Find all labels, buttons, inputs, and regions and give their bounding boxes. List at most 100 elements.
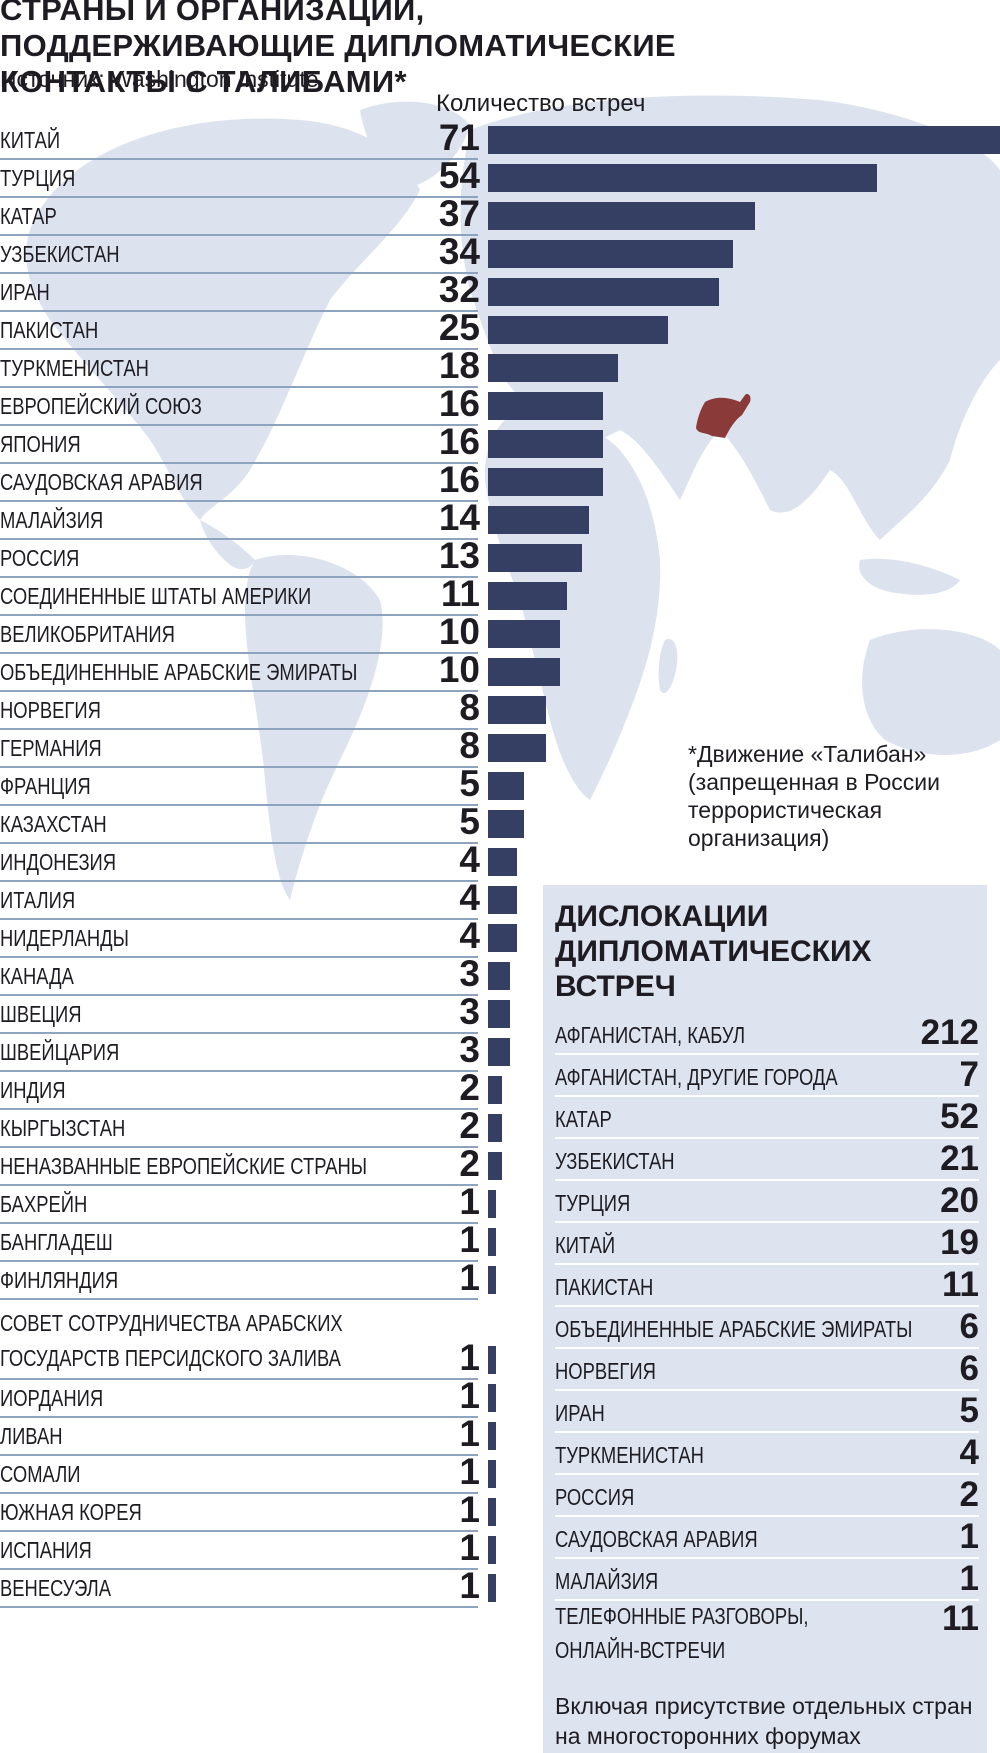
bar (488, 658, 561, 686)
bar (488, 1038, 510, 1066)
bar-value-label: 25 (438, 307, 480, 348)
locations-title: ДИСЛОКАЦИИ ДИПЛОМАТИЧЕСКИХ ВСТРЕЧ (555, 900, 872, 1003)
bar-row: КИТАЙ 71 (0, 118, 480, 160)
locations-panel: ДИСЛОКАЦИИ ДИПЛОМАТИЧЕСКИХ ВСТРЕЧ Включа… (543, 885, 987, 1753)
bar-row: КАЗАХСТАН 5 (0, 802, 480, 844)
bar-category-label: ТУРКМЕНИСТАН (0, 355, 149, 381)
row-separator (0, 614, 478, 616)
bar-category-label: ФРАНЦИЯ (0, 773, 91, 799)
locations-note: Включая присутствие отдельных стран на м… (555, 1693, 973, 1749)
bar-row: ВЕЛИКОБРИТАНИЯ 10 (0, 612, 480, 654)
row-separator (0, 234, 478, 236)
location-value: 19 (940, 1223, 979, 1262)
bar (488, 240, 734, 268)
bar-row: ШВЕЦИЯ 3 (0, 992, 480, 1034)
bar-value-label: 11 (440, 573, 480, 614)
bar (488, 1574, 496, 1602)
bar-category-label: ШВЕЙЦАРИЯ (0, 1039, 120, 1065)
bar-row: ОБЪЕДИНЕННЫЕ АРАБСКИЕ ЭМИРАТЫ 10 (0, 650, 480, 692)
bar (488, 468, 604, 496)
location-label: АФГАНИСТАН, КАБУЛ (555, 1022, 746, 1048)
bar-row: ИРАН 32 (0, 270, 480, 312)
bar-value-label: 14 (438, 497, 480, 538)
bar (488, 1190, 496, 1218)
location-label: ТУРКМЕНИСТАН (555, 1442, 704, 1468)
bar-value-label: 32 (438, 269, 480, 310)
bar-row: ВЕНЕСУЭЛА 1 (0, 1566, 480, 1608)
bar-category-label: САУДОВСКАЯ АРАВИЯ (0, 469, 203, 495)
bar-category-label: КИТАЙ (0, 127, 61, 153)
bar (488, 392, 604, 420)
bar-category-label: ТУРЦИЯ (0, 165, 76, 191)
row-separator (0, 1146, 478, 1148)
bar-category-label: НОРВЕГИЯ (0, 697, 101, 723)
row-separator (0, 1070, 478, 1072)
location-row: ПАКИСТАН 11 (555, 1265, 979, 1307)
bar (488, 544, 582, 572)
bar-row: ПАКИСТАН 25 (0, 308, 480, 350)
bar-value-label: 16 (438, 459, 480, 500)
location-separator (555, 1347, 979, 1349)
bar (488, 696, 546, 724)
location-label: ТЕЛЕФОННЫЕ РАЗГОВОРЫ, ОНЛАЙН-ВСТРЕЧИ (555, 1603, 809, 1663)
bar-category-label: ИРАН (0, 279, 50, 305)
location-value: 5 (959, 1391, 979, 1430)
afghanistan-highlight (696, 393, 751, 438)
bar-value-label: 1 (459, 1451, 480, 1492)
bar-value-label: 8 (459, 687, 480, 728)
row-separator (0, 1378, 478, 1380)
location-separator (555, 1431, 979, 1433)
location-row: АФГАНИСТАН, КАБУЛ 212 (555, 1013, 979, 1055)
row-separator (0, 1108, 478, 1110)
bar-category-label: НИДЕРЛАНДЫ (0, 925, 129, 951)
row-separator (0, 804, 478, 806)
bar-row: СОВЕТ СОТРУДНИЧЕСТВА АРАБСКИХ ГОСУДАРСТВ… (0, 1300, 480, 1380)
location-value: 11 (942, 1265, 979, 1304)
bar-row: ШВЕЙЦАРИЯ 3 (0, 1030, 480, 1072)
bar-category-label: ИНДОНЕЗИЯ (0, 849, 117, 875)
bar-value-label: 1 (459, 1413, 480, 1454)
row-separator (0, 728, 478, 730)
bar-category-label: ИНДИЯ (0, 1077, 66, 1103)
bar (488, 848, 517, 876)
location-separator (555, 1179, 979, 1181)
chart-title: СТРАНЫ И ОРГАНИЗАЦИИ, ПОДДЕРЖИВАЮЩИЕ ДИП… (0, 0, 676, 99)
bar-category-label: ШВЕЦИЯ (0, 1001, 82, 1027)
location-separator (555, 1389, 979, 1391)
row-separator (0, 766, 478, 768)
location-value: 6 (959, 1349, 979, 1388)
location-separator (555, 1137, 979, 1139)
bar-category-label: ФИНЛЯНДИЯ (0, 1267, 119, 1293)
bar-value-label: 10 (438, 611, 480, 652)
bar (488, 278, 719, 306)
bar (488, 962, 510, 990)
location-row: ОБЪЕДИНЕННЫЕ АРАБСКИЕ ЭМИРАТЫ 6 (555, 1307, 979, 1349)
bar-row: УЗБЕКИСТАН 34 (0, 232, 480, 274)
location-label: НОРВЕГИЯ (555, 1358, 656, 1384)
row-separator (0, 956, 478, 958)
location-label: КАТАР (555, 1106, 612, 1132)
bar-row: ИНДИЯ 2 (0, 1068, 480, 1110)
bar (488, 126, 1000, 154)
bar-value-label: 1 (459, 1257, 480, 1298)
location-separator (555, 1053, 979, 1055)
bar-category-label: ЕВРОПЕЙСКИЙ СОЮЗ (0, 393, 202, 419)
bar-value-label: 1 (459, 1527, 480, 1568)
location-row: КАТАР 52 (555, 1097, 979, 1139)
bar-value-label: 1 (459, 1181, 480, 1222)
bar-value-label: 13 (438, 535, 480, 576)
map-central-america (200, 520, 255, 570)
bar-category-label: ИОРДАНИЯ (0, 1385, 104, 1411)
bar-value-label: 2 (459, 1105, 480, 1146)
bar (488, 1076, 503, 1104)
bar-category-label: ЮЖНАЯ КОРЕЯ (0, 1499, 142, 1525)
bar-value-label: 2 (459, 1067, 480, 1108)
row-separator (0, 1416, 478, 1418)
bar (488, 202, 755, 230)
location-row: ТУРЦИЯ 20 (555, 1181, 979, 1223)
bar-row: ЕВРОПЕЙСКИЙ СОЮЗ 16 (0, 384, 480, 426)
bar (488, 1228, 496, 1256)
bar-row: ЯПОНИЯ 16 (0, 422, 480, 464)
bar-category-label: УЗБЕКИСТАН (0, 241, 120, 267)
bar-row: ТУРЦИЯ 54 (0, 156, 480, 198)
